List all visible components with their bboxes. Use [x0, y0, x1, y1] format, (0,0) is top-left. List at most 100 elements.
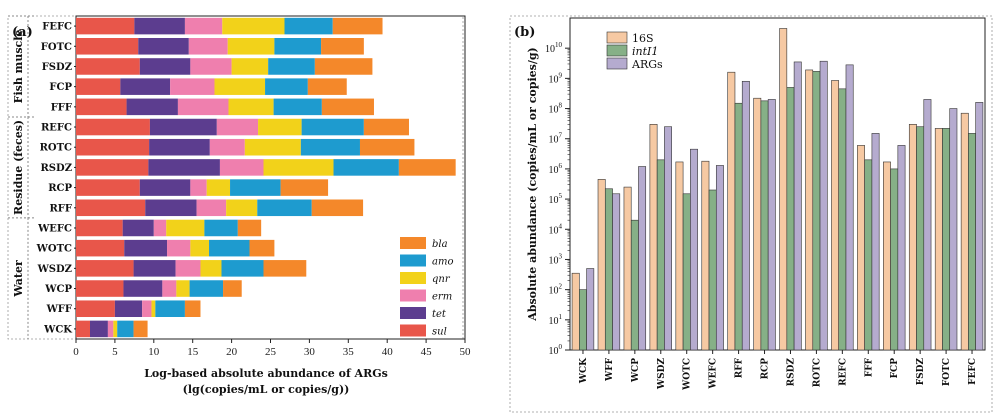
- bar-fefc-qnr: [222, 17, 285, 35]
- bar-wotc-args: [690, 148, 698, 351]
- bar-rcp-sul: [76, 179, 140, 196]
- bar-refc-16s: [831, 80, 840, 351]
- bar-wsdz-inti1: [656, 159, 665, 351]
- bar-wsdz-erm: [175, 260, 201, 277]
- bar-wefc-amo: [204, 219, 238, 237]
- bar-wck-sul: [76, 320, 91, 338]
- legend-label-args: ARGs: [631, 58, 663, 71]
- bar-fotc-erm: [188, 38, 228, 55]
- bar-rotc-qnr: [244, 138, 301, 156]
- bar-wck-args: [586, 268, 595, 351]
- bar-rcp-16s: [753, 97, 762, 351]
- bar-rcp-args: [767, 99, 776, 351]
- bar-wotc-bla: [249, 239, 275, 257]
- category-label-rsdz: RSDZ: [786, 358, 796, 387]
- bar-fcp-sul: [76, 78, 121, 95]
- bar-wotc-erm: [167, 239, 191, 257]
- category-label-fsdz: FSDZ: [42, 62, 72, 73]
- x-tick-label: 45: [421, 346, 433, 358]
- bar-wff-amo: [155, 300, 185, 317]
- bar-wff-bla: [184, 300, 201, 317]
- category-label-fotc: FOTC: [41, 42, 72, 53]
- bar-fefc-tet: [134, 17, 185, 35]
- category-label-wck: WCK: [579, 357, 589, 384]
- category-label-fcp: FCP: [49, 82, 72, 93]
- bar-wff-qnr: [151, 300, 156, 317]
- x-tick-label: 40: [382, 346, 394, 358]
- legend-label-16s: 16S: [632, 32, 654, 45]
- legend-swatch-16s: [606, 31, 628, 44]
- y-tick-label: 105: [549, 192, 563, 206]
- bar-rsdz-sul: [76, 159, 149, 176]
- x-tick-label: 10: [148, 346, 160, 358]
- panel-a-xlabel-line2: (lg(copies/mL or copies/g)): [183, 383, 350, 396]
- bar-rcp-qnr: [206, 179, 231, 196]
- bar-wefc-tet: [122, 219, 154, 237]
- bar-wefc-bla: [237, 219, 262, 237]
- legend-swatch-amo: [400, 254, 426, 267]
- x-tick-label: 0: [73, 346, 79, 358]
- bar-wotc-tet: [124, 239, 168, 257]
- bar-wff-sul: [76, 300, 115, 317]
- bar-fff-sul: [76, 98, 127, 116]
- category-label-rsdz: RSDZ: [40, 163, 72, 174]
- y-tick-label: 102: [549, 283, 563, 297]
- category-label-fff: FFF: [51, 102, 72, 113]
- bar-wck-tet: [90, 320, 108, 338]
- category-label-rff: RFF: [735, 357, 745, 378]
- bar-fsdz-bla: [314, 58, 373, 75]
- bar-fsdz-erm: [190, 58, 232, 75]
- y-tick-label: 109: [549, 71, 563, 85]
- category-label-fefc: FEFC: [968, 358, 978, 385]
- category-label-fefc: FEFC: [42, 22, 72, 33]
- bar-fsdz-qnr: [231, 58, 269, 75]
- panel-a-xlabel-line1: Log-based absolute abundance of ARGs: [144, 367, 388, 380]
- bar-fff-erm: [177, 98, 229, 116]
- bar-rsdz-args: [793, 61, 802, 351]
- bar-fcp-tet: [120, 78, 171, 95]
- bar-wefc-16s: [701, 160, 710, 351]
- bar-rotc-args: [819, 60, 828, 351]
- legend-a: bla amo qnr erm tet sul: [400, 237, 453, 338]
- bar-rcp-bla: [280, 179, 329, 196]
- legend-swatch-bla: [400, 237, 426, 249]
- y-tick-label: 106: [549, 162, 563, 176]
- bar-fcp-bla: [307, 78, 347, 95]
- bar-rsdz-qnr: [263, 159, 334, 176]
- bar-fsdz-amo: [268, 58, 315, 75]
- x-tick-label: 15: [187, 346, 199, 358]
- bar-refc-tet: [149, 118, 217, 136]
- bar-wff-erm: [142, 300, 152, 317]
- bar-rotc-16s: [805, 69, 814, 351]
- bar-wcp-bla: [223, 280, 242, 297]
- x-tick-label: 25: [265, 346, 277, 358]
- bar-rotc-tet: [149, 138, 210, 156]
- bar-fcp-erm: [170, 78, 215, 95]
- panel-b-dashed-frame: [509, 15, 993, 413]
- bar-refc-bla: [363, 118, 409, 136]
- bar-rotc-inti1: [812, 71, 821, 351]
- category-label-fsdz: FSDZ: [916, 358, 926, 386]
- bar-wff-tet: [114, 300, 143, 317]
- legend-swatch-inti1: [606, 44, 628, 57]
- bar-fcp-qnr: [214, 78, 266, 95]
- x-tick-label: 35: [343, 346, 355, 358]
- bar-wcp-16s: [623, 186, 632, 351]
- bar-wck-bla: [133, 320, 148, 338]
- bar-rsdz-tet: [148, 159, 220, 176]
- bar-rotc-amo: [300, 138, 360, 156]
- bar-fotc-qnr: [227, 38, 275, 55]
- bar-refc-sul: [76, 118, 150, 136]
- bar-rff-qnr: [226, 199, 258, 217]
- category-label-rcp: RCP: [48, 183, 72, 194]
- bar-wotc-sul: [76, 239, 125, 257]
- bar-wsdz-bla: [263, 260, 307, 277]
- category-label-wcp: WCP: [44, 284, 72, 295]
- bar-fefc-bla: [332, 17, 383, 35]
- group-label-1: Residue (feces): [12, 120, 25, 215]
- legend-swatch-tet: [400, 307, 426, 319]
- bar-fcp-args: [897, 145, 906, 351]
- bar-wsdz-16s: [649, 124, 658, 351]
